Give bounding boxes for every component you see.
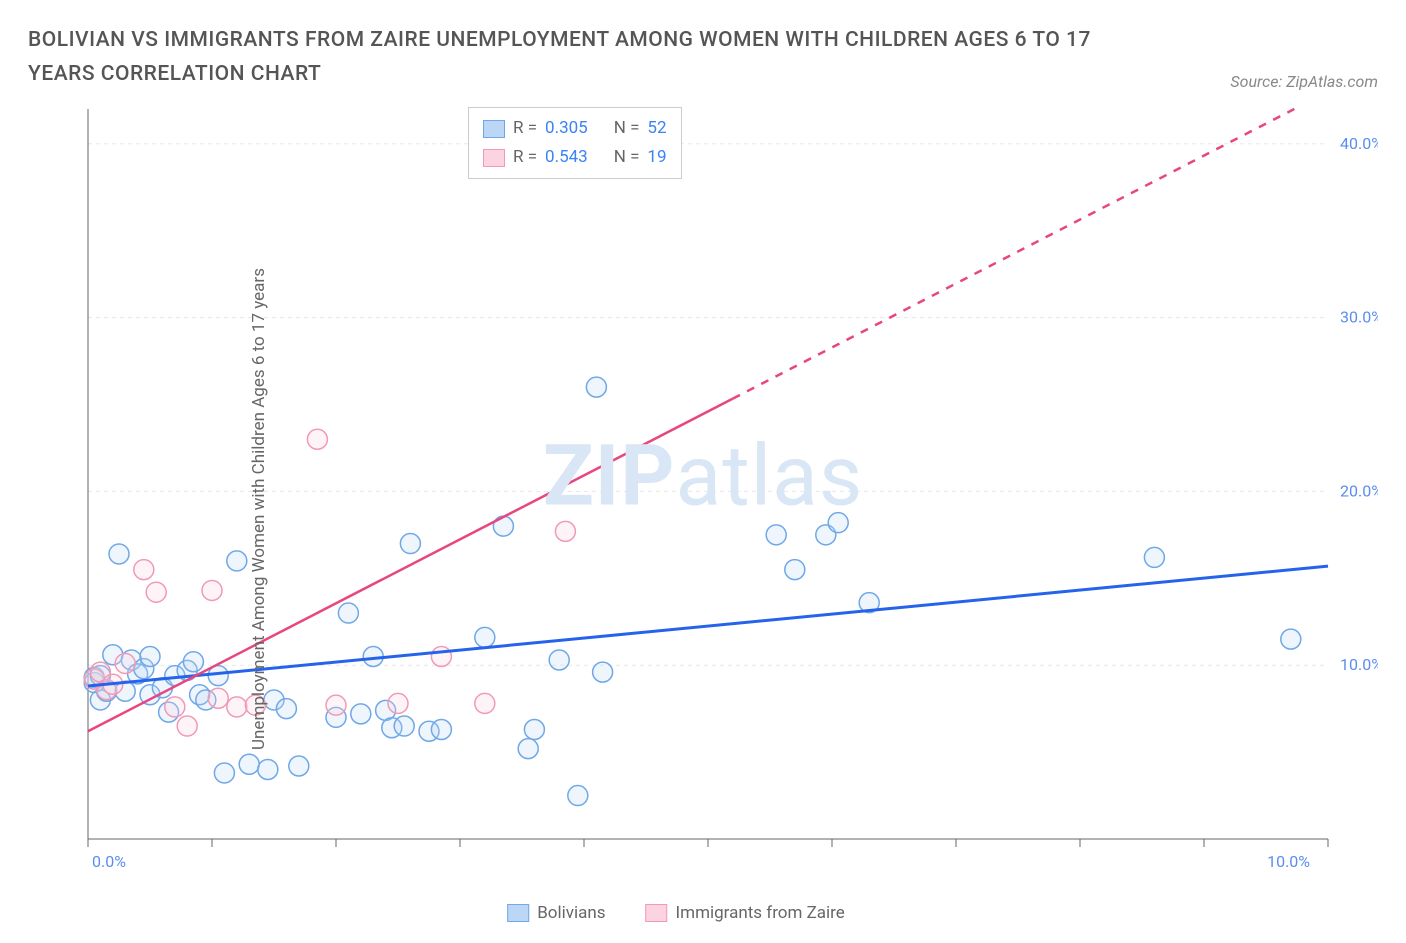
- data-point: [1281, 629, 1301, 649]
- legend-label: Immigrants from Zaire: [676, 903, 845, 923]
- data-point: [227, 697, 247, 717]
- data-point: [183, 652, 203, 672]
- y-tick-label: 40.0%: [1340, 134, 1378, 153]
- data-point: [1144, 548, 1164, 568]
- stat-label: N =: [614, 143, 640, 172]
- y-axis-label: Unemployment Among Women with Children A…: [249, 268, 269, 750]
- data-point: [400, 534, 420, 554]
- trend-line-dashed: [733, 109, 1295, 399]
- y-tick-label: 10.0%: [1340, 655, 1378, 674]
- data-point: [766, 525, 786, 545]
- data-point: [475, 694, 495, 714]
- scatter-chart: 10.0% 20.0% 30.0% 40.0% 0.0% 10.0%: [28, 99, 1378, 899]
- data-point: [227, 551, 247, 571]
- data-point: [289, 756, 309, 776]
- stat-n-value: 52: [647, 114, 666, 143]
- legend-label: Bolivians: [537, 903, 605, 923]
- stat-label: R =: [513, 114, 537, 143]
- data-point: [785, 560, 805, 580]
- bottom-legend: Bolivians Immigrants from Zaire: [507, 903, 845, 923]
- data-point: [431, 647, 451, 667]
- source-label: Source: ZipAtlas.com: [1230, 72, 1378, 91]
- data-point: [146, 582, 166, 602]
- data-point: [258, 760, 278, 780]
- stats-legend-box: R = 0.305 N = 52 R = 0.543 N = 19: [468, 107, 682, 179]
- data-point: [208, 688, 228, 708]
- x-tick-label: 10.0%: [1267, 852, 1310, 871]
- trend-line: [88, 566, 1328, 686]
- data-point: [351, 704, 371, 724]
- data-point: [555, 522, 575, 542]
- data-point: [202, 581, 222, 601]
- stat-label: N =: [614, 114, 640, 143]
- stat-label: R =: [513, 143, 537, 172]
- data-point: [239, 754, 259, 774]
- data-point: [431, 720, 451, 740]
- y-tick-label: 30.0%: [1340, 308, 1378, 327]
- legend-swatch: [483, 120, 505, 138]
- x-tick-label: 0.0%: [92, 852, 126, 871]
- data-point: [524, 720, 544, 740]
- data-point: [165, 697, 185, 717]
- legend-swatch: [507, 904, 529, 922]
- data-point: [593, 662, 613, 682]
- data-point: [307, 429, 327, 449]
- data-point: [568, 786, 588, 806]
- stats-row: R = 0.305 N = 52: [483, 114, 667, 143]
- data-point: [177, 716, 197, 736]
- data-point: [518, 739, 538, 759]
- legend-swatch: [646, 904, 668, 922]
- legend-item: Bolivians: [507, 903, 605, 923]
- chart-container: Unemployment Among Women with Children A…: [28, 99, 1378, 919]
- legend-swatch: [483, 149, 505, 167]
- data-point: [828, 513, 848, 533]
- data-point: [586, 377, 606, 397]
- data-point: [276, 699, 296, 719]
- legend-item: Immigrants from Zaire: [646, 903, 845, 923]
- data-point: [388, 694, 408, 714]
- data-point: [115, 654, 135, 674]
- trend-line: [88, 399, 733, 732]
- y-tick-label: 20.0%: [1340, 482, 1378, 501]
- chart-title: BOLIVIAN VS IMMIGRANTS FROM ZAIRE UNEMPL…: [28, 24, 1128, 91]
- data-point: [493, 516, 513, 536]
- data-point: [475, 628, 495, 648]
- data-point: [338, 603, 358, 623]
- data-point: [214, 763, 234, 783]
- data-point: [134, 560, 154, 580]
- data-point: [140, 647, 160, 667]
- data-point: [549, 650, 569, 670]
- data-point: [394, 716, 414, 736]
- stat-r-value: 0.305: [545, 114, 588, 143]
- data-point: [109, 544, 129, 564]
- data-point: [326, 695, 346, 715]
- stats-row: R = 0.543 N = 19: [483, 143, 667, 172]
- stat-r-value: 0.543: [545, 143, 588, 172]
- stat-n-value: 19: [647, 143, 666, 172]
